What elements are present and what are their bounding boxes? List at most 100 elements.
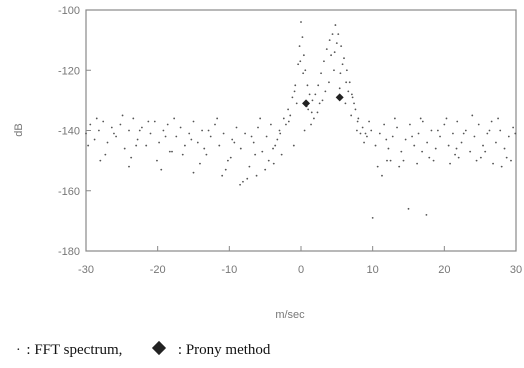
plot-frame [85,9,517,252]
fft-point [227,159,229,162]
x-tick-label: -20 [150,264,166,276]
fft-point [141,126,143,129]
fft-point [361,126,364,129]
fft-point [495,141,497,144]
fft-series [85,21,517,219]
fft-point [298,45,301,48]
fft-point [398,165,401,168]
tick-labels: -30 -20 -10 0 10 20 30-100-120-140-160-180 [58,5,522,276]
fft-point [289,114,292,117]
fft-point [276,138,279,141]
x-tick-label: 30 [510,264,522,276]
fft-point [175,135,178,138]
fft-point [413,144,416,147]
fft-point [357,117,360,120]
axis-ticks [85,9,517,252]
fft-point [310,123,312,126]
fft-point [376,165,379,168]
fft-point [173,117,176,120]
y-tick-label: -100 [58,5,80,17]
fft-point [128,165,130,168]
fft-point [192,120,195,123]
fft-point [135,144,138,147]
fft-point [356,120,359,123]
fft-point [303,129,306,132]
fft-point [196,141,199,144]
fft-point [121,114,124,117]
fft-point [482,144,484,147]
fft-point [387,147,390,150]
fft-point [512,126,515,129]
fft-point [95,117,98,120]
fft-point [507,135,510,138]
fft-point [279,132,282,135]
fft-point [337,33,340,35]
fft-point [400,150,403,153]
fft-point [306,84,309,87]
fft-point [460,141,463,144]
fft-point [188,132,191,135]
fft-point [270,123,272,126]
fft-point [291,96,294,99]
fft-point [333,51,336,54]
fft-point [295,102,298,105]
fft-point [348,81,351,84]
fft-point [98,129,100,132]
fft-point [503,147,506,150]
fft-point [300,21,302,23]
fft-point [104,153,107,156]
fft-point [330,54,332,57]
fft-point [409,123,411,126]
fft-point [242,180,244,183]
fft-point [338,87,341,90]
fft-point [128,129,130,132]
fft-point [378,132,381,135]
fft-point [318,102,321,105]
fft-point [119,123,122,126]
fft-point [447,144,450,147]
fft-point [156,159,158,162]
fft-point [425,213,428,216]
fft-point [325,48,328,51]
fft-point [452,132,454,135]
fft-point [147,120,150,123]
fft-point [317,84,320,87]
fft-point [153,120,156,123]
fft-point [310,111,313,114]
fft-point [278,129,281,132]
fft-point [344,102,347,105]
y-tick-label: -120 [58,65,80,77]
fft-legend-label: : FFT spectrum, [26,342,123,358]
fft-point [224,168,227,171]
fft-point [421,120,424,123]
fft-point [280,153,283,156]
fft-point [334,24,337,26]
fft-point [464,129,467,132]
fft-point [353,102,355,105]
fft-point [229,156,232,159]
fft-point [85,132,87,135]
fft-point [359,132,362,135]
fft-point [490,120,493,123]
fft-point [499,129,502,132]
fft-point [162,129,165,132]
fft-point [87,144,90,147]
fft-point [239,147,242,150]
fft-point [351,96,354,99]
fft-legend-symbol: · [16,343,21,358]
fft-point [366,135,368,138]
fft-point [486,132,489,135]
fft-point [272,147,274,150]
fft-point [130,156,133,159]
fft-point [308,93,311,96]
fft-point [89,123,92,126]
legend: · : FFT spectrum, : Prony method [16,340,270,359]
fft-point [267,159,270,162]
fft-point [505,156,508,159]
fft-point [473,135,476,138]
fft-point [391,135,394,138]
fft-point [246,177,249,180]
fft-point [218,144,221,147]
fft-point [285,123,287,126]
x-tick-label: -30 [78,264,94,276]
